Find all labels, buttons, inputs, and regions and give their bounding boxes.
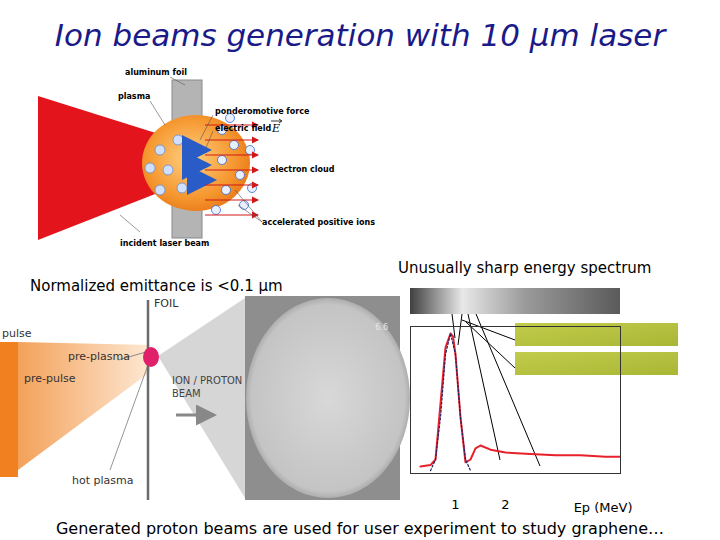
svg-text:aluminum foil: aluminum foil [125,68,187,77]
svg-text:pre-plasma: pre-plasma [68,350,130,363]
svg-text:Unusually sharp energy spectru: Unusually sharp energy spectrum [398,259,651,277]
svg-text:incident laser beam: incident laser beam [120,239,209,248]
svg-text:Ep (MeV): Ep (MeV) [574,500,633,515]
svg-text:electron cloud: electron cloud [270,165,335,174]
svg-text:BEAM: BEAM [172,388,201,399]
svg-text:E: E [271,122,280,135]
svg-text:hot plasma: hot plasma [72,474,133,487]
svg-text:1: 1 [451,497,459,512]
svg-text:Ion beams generation with 10 μ: Ion beams generation with 10 μm laser [55,17,668,53]
svg-text:2: 2 [501,497,509,512]
svg-text:FOIL: FOIL [154,297,179,310]
svg-text:Normalized emittance is <0.1 μ: Normalized emittance is <0.1 μm [30,277,283,295]
svg-text:plasma: plasma [118,92,150,101]
svg-text:pulse: pulse [2,327,32,340]
svg-text:6.6: 6.6 [375,323,388,332]
svg-text:pre-pulse: pre-pulse [24,372,76,385]
svg-text:accelerated positive ions: accelerated positive ions [262,218,375,227]
svg-text:Generated proton beams are use: Generated proton beams are used for user… [56,519,664,538]
svg-text:ION / PROTON: ION / PROTON [172,375,242,386]
svg-text:ponderomotive force: ponderomotive force [215,107,310,116]
svg-text:electric field: electric field [215,124,271,133]
